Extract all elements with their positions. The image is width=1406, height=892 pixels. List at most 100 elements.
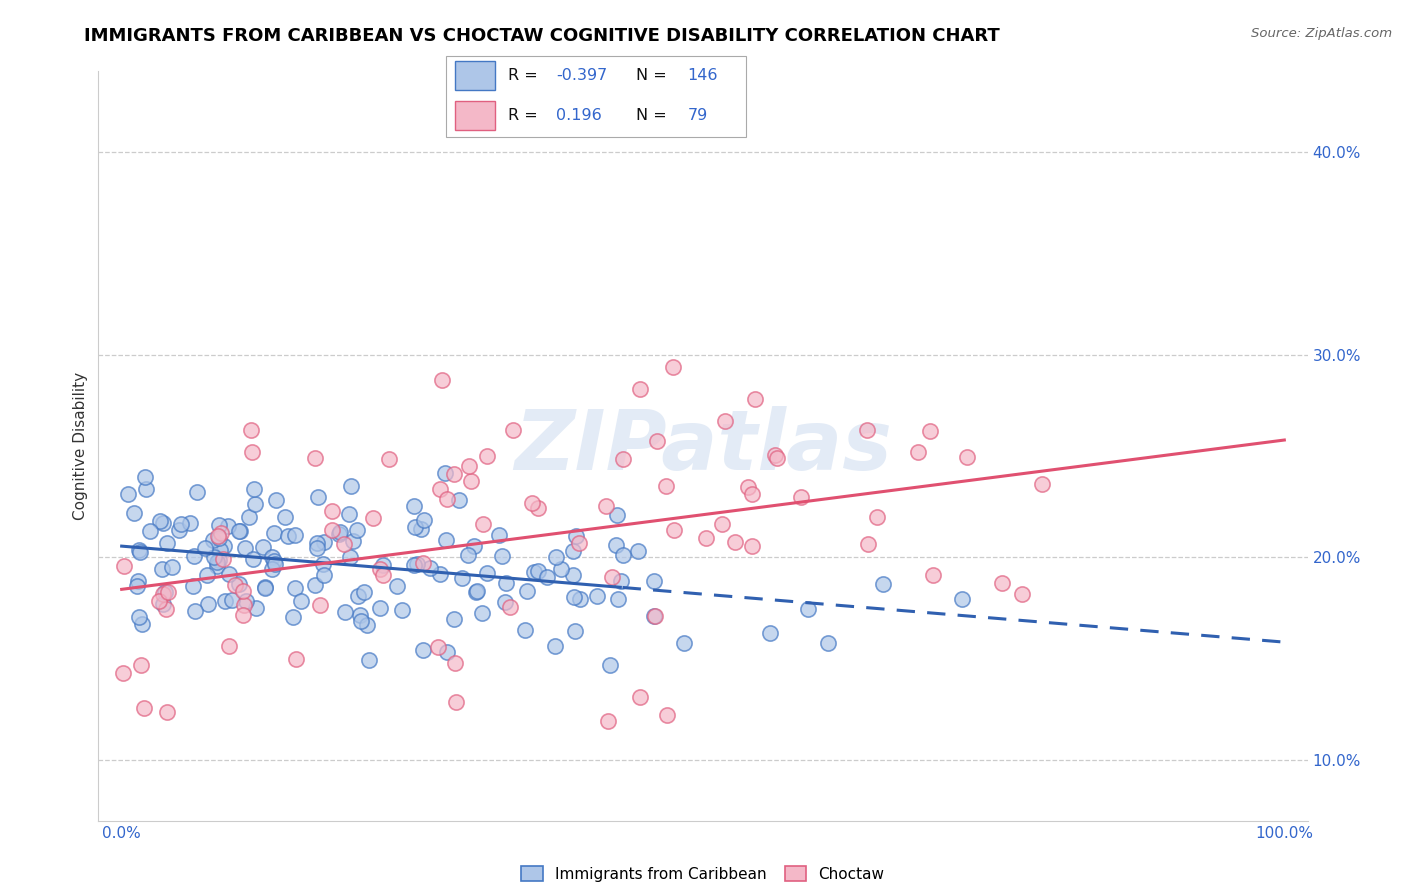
Point: [284, 527, 307, 541]
Point: [921, 567, 943, 582]
Point: [350, 614, 373, 628]
Point: [207, 529, 229, 543]
Point: [232, 584, 254, 599]
FancyBboxPatch shape: [446, 56, 747, 136]
Point: [117, 487, 139, 501]
Point: [152, 516, 174, 531]
Point: [266, 493, 288, 508]
Point: [254, 580, 277, 594]
Point: [307, 536, 329, 550]
Point: [426, 640, 449, 654]
Point: [205, 559, 228, 574]
Point: [328, 526, 350, 541]
Point: [411, 523, 433, 537]
Point: [443, 612, 465, 626]
Point: [429, 566, 451, 581]
Point: [523, 566, 546, 580]
Text: N =: N =: [637, 108, 672, 123]
Point: [495, 575, 517, 590]
Point: [404, 558, 426, 572]
Point: [544, 550, 567, 565]
Point: [600, 569, 623, 583]
Point: [240, 445, 263, 459]
Point: [152, 597, 174, 611]
Point: [150, 562, 173, 576]
Point: [312, 534, 335, 549]
Point: [229, 524, 252, 539]
Point: [856, 424, 879, 438]
Point: [139, 524, 162, 538]
Point: [516, 584, 538, 599]
Point: [661, 360, 683, 375]
Point: [311, 557, 333, 571]
Point: [304, 451, 326, 466]
Point: [357, 653, 380, 667]
Point: [737, 480, 759, 494]
Point: [465, 585, 488, 599]
Point: [766, 451, 789, 466]
Point: [202, 550, 225, 565]
Point: [907, 444, 929, 458]
Point: [569, 592, 592, 607]
Point: [564, 624, 586, 638]
Point: [872, 576, 894, 591]
Point: [564, 529, 586, 543]
Bar: [456, 62, 495, 90]
Point: [378, 451, 401, 466]
Point: [129, 657, 152, 672]
Point: [612, 451, 634, 466]
Point: [149, 514, 172, 528]
Point: [346, 523, 368, 537]
Point: [434, 533, 457, 547]
Point: [443, 467, 465, 482]
Point: [281, 610, 304, 624]
Point: [353, 585, 375, 599]
Point: [562, 567, 585, 582]
Point: [111, 665, 134, 680]
Point: [672, 636, 695, 650]
Text: N =: N =: [637, 68, 672, 83]
Point: [208, 543, 231, 558]
Text: 0.196: 0.196: [555, 108, 602, 123]
Point: [217, 519, 239, 533]
Point: [214, 594, 236, 608]
Point: [284, 581, 307, 595]
Point: [152, 587, 174, 601]
Point: [148, 594, 170, 608]
Point: [342, 534, 364, 549]
Point: [494, 595, 516, 609]
Legend: Immigrants from Caribbean, Choctaw: Immigrants from Caribbean, Choctaw: [515, 860, 891, 888]
Point: [645, 434, 668, 449]
Point: [413, 513, 436, 527]
Text: Source: ZipAtlas.com: Source: ZipAtlas.com: [1251, 27, 1392, 40]
Point: [128, 542, 150, 557]
Point: [956, 450, 979, 464]
Point: [329, 525, 352, 540]
Point: [238, 510, 260, 524]
Point: [790, 490, 813, 504]
Point: [990, 575, 1012, 590]
Point: [550, 561, 572, 575]
Point: [264, 558, 287, 572]
Point: [232, 608, 254, 623]
Point: [654, 479, 676, 493]
Point: [443, 657, 465, 671]
Point: [201, 533, 224, 547]
Point: [195, 567, 218, 582]
Point: [527, 501, 550, 516]
Text: 146: 146: [688, 68, 717, 83]
Point: [596, 714, 619, 729]
Point: [695, 531, 717, 545]
Point: [284, 651, 307, 665]
Point: [387, 579, 409, 593]
Point: [156, 535, 179, 549]
Point: [412, 642, 434, 657]
Point: [373, 558, 395, 573]
Point: [628, 382, 651, 396]
Point: [128, 610, 150, 624]
Point: [430, 373, 453, 387]
Text: -0.397: -0.397: [555, 68, 607, 83]
Point: [207, 555, 229, 569]
Point: [207, 553, 229, 567]
Point: [186, 484, 208, 499]
